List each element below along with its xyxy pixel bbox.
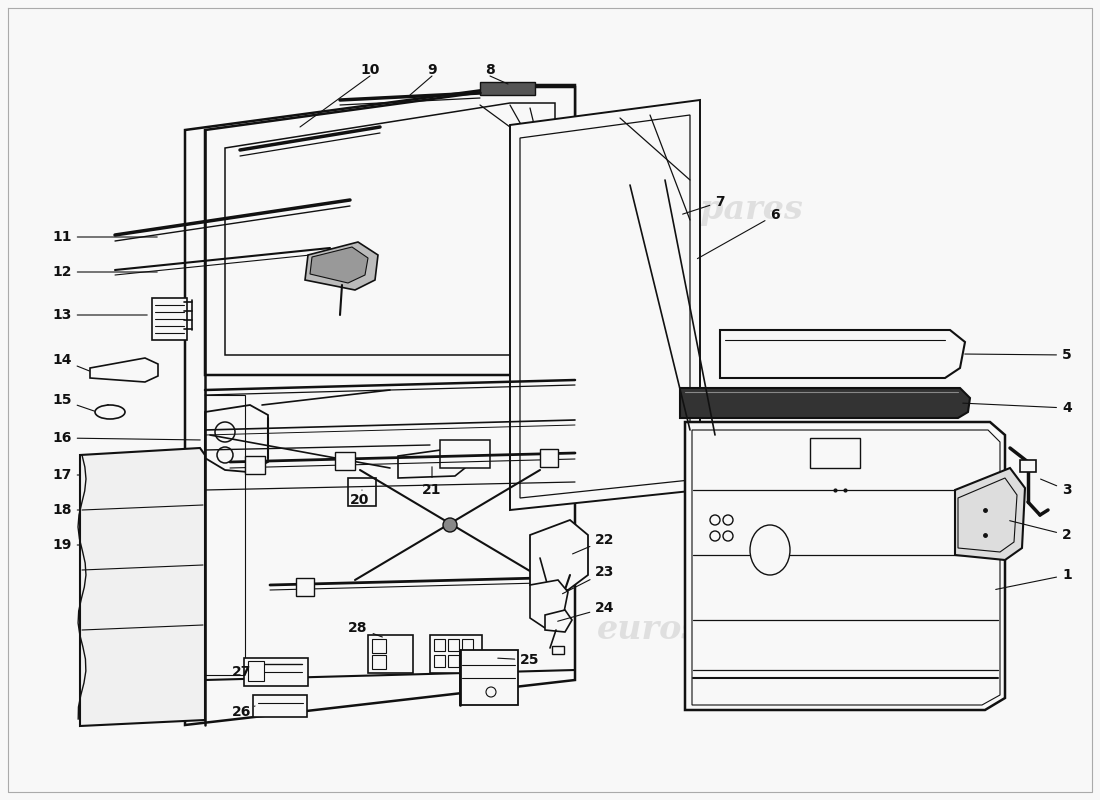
Bar <box>462 639 473 651</box>
Text: 26: 26 <box>232 705 255 719</box>
Polygon shape <box>510 100 700 510</box>
Circle shape <box>217 447 233 463</box>
Polygon shape <box>80 448 205 726</box>
Polygon shape <box>520 115 690 498</box>
Text: 18: 18 <box>53 503 79 517</box>
Bar <box>434 655 446 667</box>
Text: 13: 13 <box>53 308 147 322</box>
Text: 23: 23 <box>562 565 615 594</box>
Text: 19: 19 <box>53 538 79 552</box>
Text: 8: 8 <box>485 63 495 77</box>
Text: 2: 2 <box>1010 521 1071 542</box>
Bar <box>462 655 473 667</box>
Polygon shape <box>205 405 268 472</box>
Bar <box>152 298 187 340</box>
Ellipse shape <box>95 405 125 419</box>
Text: eurospares: eurospares <box>596 194 803 226</box>
Polygon shape <box>305 242 378 290</box>
Circle shape <box>214 422 235 442</box>
Polygon shape <box>680 388 970 418</box>
Bar <box>244 658 308 686</box>
Bar <box>245 456 265 474</box>
Text: 6: 6 <box>697 208 780 258</box>
Bar <box>460 650 518 705</box>
Bar <box>480 82 535 95</box>
Circle shape <box>443 518 456 532</box>
Polygon shape <box>398 448 465 478</box>
Ellipse shape <box>750 525 790 575</box>
Bar <box>1020 460 1036 472</box>
Polygon shape <box>530 520 588 590</box>
Polygon shape <box>310 247 369 283</box>
Text: 15: 15 <box>53 393 95 411</box>
Polygon shape <box>185 85 575 725</box>
Bar <box>448 655 459 667</box>
Text: 21: 21 <box>422 466 442 497</box>
Text: 16: 16 <box>53 431 200 445</box>
Polygon shape <box>226 103 556 355</box>
Text: 20: 20 <box>350 490 370 507</box>
Text: 28: 28 <box>349 621 383 637</box>
Text: 11: 11 <box>53 230 157 244</box>
Bar <box>205 395 245 675</box>
Bar <box>368 635 412 673</box>
Polygon shape <box>90 358 158 382</box>
Bar <box>552 646 564 654</box>
Text: 12: 12 <box>53 265 157 279</box>
Text: eurospares: eurospares <box>596 614 803 646</box>
Polygon shape <box>205 87 575 375</box>
Bar <box>248 661 264 681</box>
Bar <box>296 578 314 596</box>
Bar <box>348 478 376 506</box>
Text: 14: 14 <box>53 353 89 371</box>
Bar <box>540 449 558 467</box>
Text: 17: 17 <box>53 468 79 482</box>
Text: 27: 27 <box>232 665 252 679</box>
Bar <box>372 655 386 669</box>
Polygon shape <box>530 580 568 628</box>
Polygon shape <box>720 330 965 378</box>
Text: 10: 10 <box>361 63 379 77</box>
Text: 7: 7 <box>683 195 725 214</box>
Text: 25: 25 <box>498 653 540 667</box>
Bar <box>336 452 355 470</box>
Bar <box>448 639 459 651</box>
Bar <box>253 695 307 717</box>
Polygon shape <box>685 422 1005 710</box>
Text: 9: 9 <box>427 63 437 77</box>
Text: 1: 1 <box>996 568 1071 590</box>
Text: 22: 22 <box>573 533 615 554</box>
Polygon shape <box>955 468 1025 560</box>
Bar <box>372 639 386 653</box>
Bar <box>434 639 446 651</box>
Text: 5: 5 <box>965 348 1071 362</box>
Bar <box>430 635 482 673</box>
Text: eurospares: eurospares <box>97 603 304 637</box>
Text: 24: 24 <box>558 601 615 622</box>
Text: 4: 4 <box>962 401 1071 415</box>
Text: 3: 3 <box>1041 479 1071 497</box>
Bar <box>810 438 860 468</box>
Polygon shape <box>544 610 572 632</box>
Bar <box>440 440 490 468</box>
